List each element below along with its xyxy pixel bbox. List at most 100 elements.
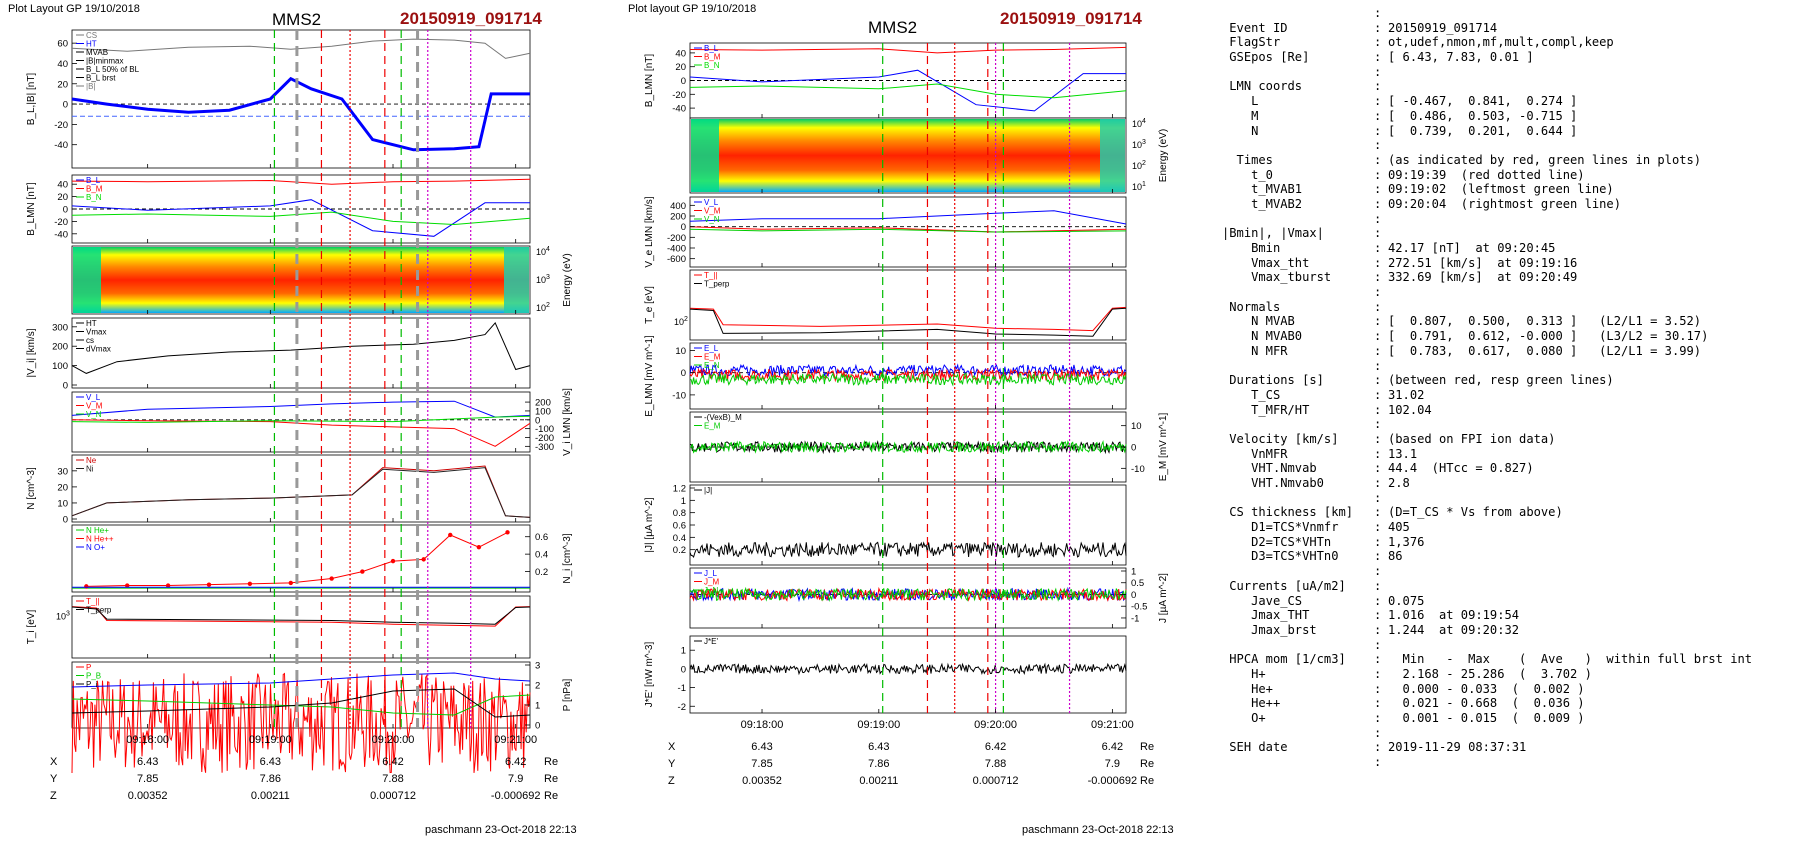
panel-frame	[689, 269, 1127, 341]
series-line	[71, 688, 531, 718]
series-line	[71, 321, 531, 374]
summary-value: [ 0.783, 0.617, 0.080 ] (L2/L1 = 3.99)	[1388, 343, 1702, 358]
legend-label: cs	[86, 336, 94, 345]
summary-row: Normals:	[1222, 300, 1752, 315]
summary-colon: :	[1374, 167, 1382, 182]
summary-colon: :	[1374, 593, 1382, 608]
ytick-label: -20	[54, 120, 68, 131]
legend-label: HT	[86, 40, 97, 49]
ytick-label: 103	[56, 611, 70, 622]
ytick-label: -1	[1131, 613, 1139, 624]
summary-key: HPCA mom [1/cm3]	[1222, 652, 1346, 667]
summary-key: t_0	[1222, 167, 1273, 182]
summary-value: Min - Max ( Ave ) within full brst int	[1388, 652, 1753, 667]
series-line	[71, 199, 530, 237]
summary-row: :	[1222, 212, 1752, 227]
summary-key: Jave_CS	[1222, 593, 1303, 608]
summary-key: t_MVAB1	[1222, 182, 1303, 197]
summary-row: SEH date:2019-11-29 08:37:31	[1222, 740, 1752, 755]
orbit-label: Z	[50, 790, 57, 802]
summary-row: :	[1222, 138, 1752, 153]
summary-key: Jmax_brst	[1222, 622, 1317, 637]
summary-key: VnMFR	[1222, 446, 1288, 461]
axis-label: T_e [eV]	[644, 286, 655, 324]
summary-row: :	[1222, 417, 1752, 432]
ytick-label: 300	[52, 322, 68, 333]
ytick-label: 103	[1132, 139, 1146, 150]
ytick-label: -20	[54, 217, 68, 228]
legend-label: V_L	[704, 198, 719, 207]
series-line	[71, 211, 531, 226]
right-event-title: 20150919_091714	[1000, 9, 1142, 28]
summary-colon: :	[1374, 152, 1382, 167]
ytick-label: 100	[535, 406, 551, 417]
axis-label: V_i LMN [km/s]	[562, 388, 573, 456]
summary-colon: :	[1374, 285, 1382, 300]
axis-label: E_M [mV m^-1]	[1158, 412, 1169, 481]
legend-label: E_M	[704, 422, 721, 431]
summary-row: Jmax_THT:1.016 at 09:19:54	[1222, 608, 1752, 623]
summary-colon: :	[1374, 196, 1382, 211]
summary-colon: :	[1374, 578, 1382, 593]
ytick-label: 10	[1131, 421, 1142, 432]
summary-key: Normals	[1222, 299, 1281, 314]
orbit-unit: Re	[1140, 758, 1154, 770]
series-line	[71, 672, 531, 688]
ytick-label: 104	[1132, 118, 1146, 129]
orbit-value: 7.85	[137, 773, 158, 785]
time-tick-label: 09:21:00	[1091, 719, 1134, 731]
data-point	[476, 544, 482, 550]
summary-value: 0.075	[1388, 593, 1425, 608]
legend-label: dVmax	[86, 345, 111, 354]
orbit-value: 6.43	[751, 741, 772, 753]
summary-colon: :	[1374, 417, 1382, 432]
ytick-label: 20	[675, 62, 686, 73]
series-line	[689, 228, 1127, 233]
summary-key: N MVAB0	[1222, 329, 1303, 344]
data-point	[505, 530, 510, 535]
ytick-label: -400	[667, 244, 686, 255]
summary-key: Times	[1222, 152, 1273, 167]
legend-label: B_M	[86, 185, 103, 194]
summary-value: 2019-11-29 08:37:31	[1388, 740, 1527, 755]
heatmap-spectrogram	[73, 247, 529, 313]
summary-row: HPCA mom [1/cm3]: Min - Max ( Ave ) with…	[1222, 652, 1752, 667]
ytick-label: 0	[681, 368, 686, 379]
ytick-label: 0.4	[673, 533, 686, 544]
summary-colon: :	[1374, 241, 1382, 255]
legend-label: E_L	[704, 344, 719, 353]
summary-value: 1,376	[1388, 534, 1425, 549]
ytick-label: 40	[57, 59, 68, 70]
summary-key: N MVAB	[1222, 314, 1295, 329]
axis-label: E_LMN [mV m^-1]	[644, 335, 655, 417]
ytick-label: 20	[57, 79, 68, 90]
summary-value: 0.000 - 0.033 ( 0.002 )	[1388, 681, 1585, 696]
summary-row: VnMFR:13.1	[1222, 447, 1752, 462]
orbit-value: -0.000692	[1088, 775, 1138, 787]
series-line	[689, 307, 1127, 337]
summary-row: t_0:09:19:39 (red dotted line)	[1222, 168, 1752, 183]
summary-value: (based on FPI ion data)	[1388, 431, 1556, 446]
summary-key: VHT.Nmvab	[1222, 461, 1317, 476]
summary-key: Currents [uA/m2]	[1222, 578, 1346, 593]
series-line	[71, 178, 531, 185]
summary-key: Vmax_tburst	[1222, 270, 1332, 285]
series-line	[71, 672, 531, 774]
summary-row: O+: 0.001 - 0.015 ( 0.009 )	[1222, 711, 1752, 726]
summary-colon: :	[1374, 182, 1382, 197]
legend-label: J_M	[704, 578, 719, 587]
legend-label: B_L 50% of BL	[86, 65, 140, 74]
legend-label: Ne	[86, 456, 97, 465]
summary-key: He+	[1222, 681, 1273, 696]
summary-row: Vmax_tburst:332.69 [km/s] at 09:20:49	[1222, 270, 1752, 285]
ytick-label: 1	[1131, 567, 1136, 578]
summary-row: :	[1222, 755, 1752, 770]
legend-label: T_||	[86, 597, 100, 606]
series-line	[689, 367, 1127, 383]
legend-label: N O+	[86, 543, 105, 552]
summary-row: :	[1222, 564, 1752, 579]
summary-value: 2.8	[1388, 476, 1410, 490]
summary-value: 0.001 - 0.015 ( 0.009 )	[1388, 711, 1585, 725]
legend-label: B_L	[704, 44, 719, 53]
left-header: Plot Layout GP 19/10/2018	[8, 3, 140, 15]
